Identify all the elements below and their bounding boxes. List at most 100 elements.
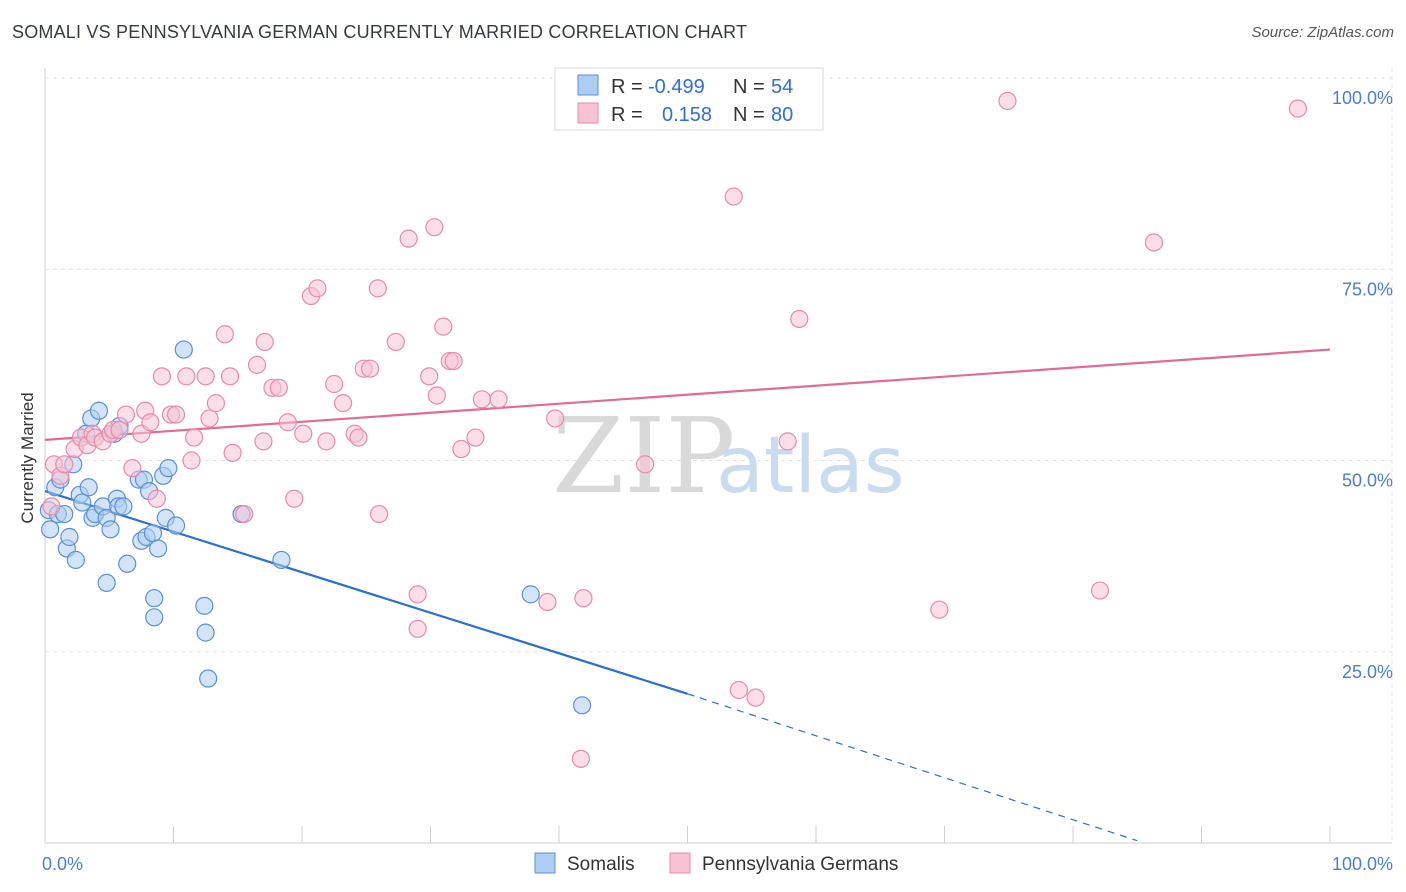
penn-point [489, 390, 508, 409]
penn-point [790, 309, 809, 329]
somali-point [159, 459, 178, 478]
penn-point [116, 405, 136, 424]
data-points [39, 68, 1307, 768]
penn-point [42, 497, 61, 516]
axes [44, 68, 1392, 844]
somali-trend-extension [687, 693, 1138, 842]
y-tick-label: 75.0% [1342, 279, 1393, 299]
penn-point [998, 91, 1017, 111]
legend-swatch-somali [577, 74, 599, 96]
somali-point [199, 669, 218, 688]
penn-point [123, 459, 142, 478]
somali-point [174, 340, 193, 359]
penn-point [361, 359, 380, 378]
source-credit: Source: ZipAtlas.com [1251, 24, 1394, 41]
penn-point [472, 390, 491, 409]
penn-point [778, 432, 797, 451]
somali-point [60, 527, 79, 547]
y-tick-label: 25.0% [1342, 662, 1393, 682]
legend-penn-r-value: 0.158 [662, 104, 712, 126]
legend-somali-n-value: 54 [771, 76, 793, 98]
somali-point [143, 524, 163, 543]
grid-lines [45, 68, 1393, 843]
penn-point [370, 504, 389, 524]
penn-point [196, 367, 215, 386]
somali-point [521, 585, 540, 604]
penn-point [285, 489, 304, 508]
penn-point [141, 413, 160, 432]
penn-point [206, 394, 226, 413]
penn-point [1288, 99, 1307, 118]
penn-point [425, 218, 444, 237]
penn-point [308, 279, 327, 298]
somali-point [66, 550, 85, 570]
penn-point [635, 455, 655, 474]
penn-point [349, 428, 368, 447]
bottom-legend-swatch-penn [669, 852, 691, 874]
somali-point [272, 550, 291, 570]
somali-point [101, 520, 120, 539]
legend-penn-n-value: 80 [771, 104, 793, 126]
somali-point [195, 596, 214, 615]
penn-point [408, 619, 427, 638]
legend-penn-n-label: N = [733, 104, 765, 126]
top-legend: R = -0.499 N = 54 R = 0.158 N = 80 [554, 67, 824, 131]
penn-point [223, 443, 242, 462]
penn-point [444, 351, 463, 371]
penn-point [1144, 233, 1164, 252]
penn-point [147, 489, 166, 508]
penn-trend-line [44, 348, 1331, 441]
penn-point [538, 592, 557, 612]
penn-point [110, 420, 129, 439]
somali-point [145, 608, 164, 627]
penn-point [325, 374, 344, 394]
somali-point [573, 696, 592, 715]
penn-point [254, 432, 273, 451]
penn-point [434, 317, 453, 336]
somali-point [196, 623, 215, 642]
penn-point [182, 451, 201, 470]
penn-point [152, 367, 172, 386]
bottom-legend-penn: Pennsylvania Germans [702, 854, 898, 875]
penn-point [317, 432, 336, 451]
penn-point [427, 386, 447, 405]
penn-point [408, 585, 427, 604]
somali-point [118, 554, 137, 573]
somali-point [114, 497, 133, 516]
somali-point [145, 589, 164, 608]
penn-point [166, 405, 186, 424]
x-tick-label-min: 0.0% [42, 854, 83, 874]
chart-title: SOMALI VS PENNSYLVANIA GERMAN CURRENTLY … [12, 22, 748, 42]
penn-point [420, 367, 439, 386]
penn-point [184, 428, 204, 447]
penn-point [546, 409, 565, 428]
bottom-legend: Somalis Pennsylvania Germans [534, 852, 898, 875]
y-tick-label: 100.0% [1332, 88, 1393, 108]
penn-point [269, 378, 288, 397]
penn-point [399, 229, 418, 248]
somali-trend-line [44, 490, 688, 695]
penn-point [215, 325, 234, 344]
penn-point [571, 749, 590, 768]
penn-point [177, 367, 196, 386]
penn-point [235, 504, 254, 524]
penn-point [466, 428, 485, 447]
penn-point [368, 279, 387, 298]
somali-point [41, 520, 60, 539]
somali-point [148, 539, 168, 558]
penn-point [334, 394, 353, 413]
legend-box [554, 67, 824, 131]
bottom-legend-swatch-somalis [534, 852, 556, 874]
somali-point [166, 516, 186, 535]
penn-point [200, 409, 219, 428]
penn-point [294, 424, 313, 443]
penn-point [746, 688, 765, 707]
penn-point [220, 367, 240, 386]
somali-point [89, 401, 109, 420]
legend-somali-n-label: N = [733, 76, 765, 98]
penn-point [729, 680, 749, 700]
somali-point [79, 478, 98, 497]
penn-point [1090, 581, 1110, 600]
penn-point [247, 355, 267, 374]
